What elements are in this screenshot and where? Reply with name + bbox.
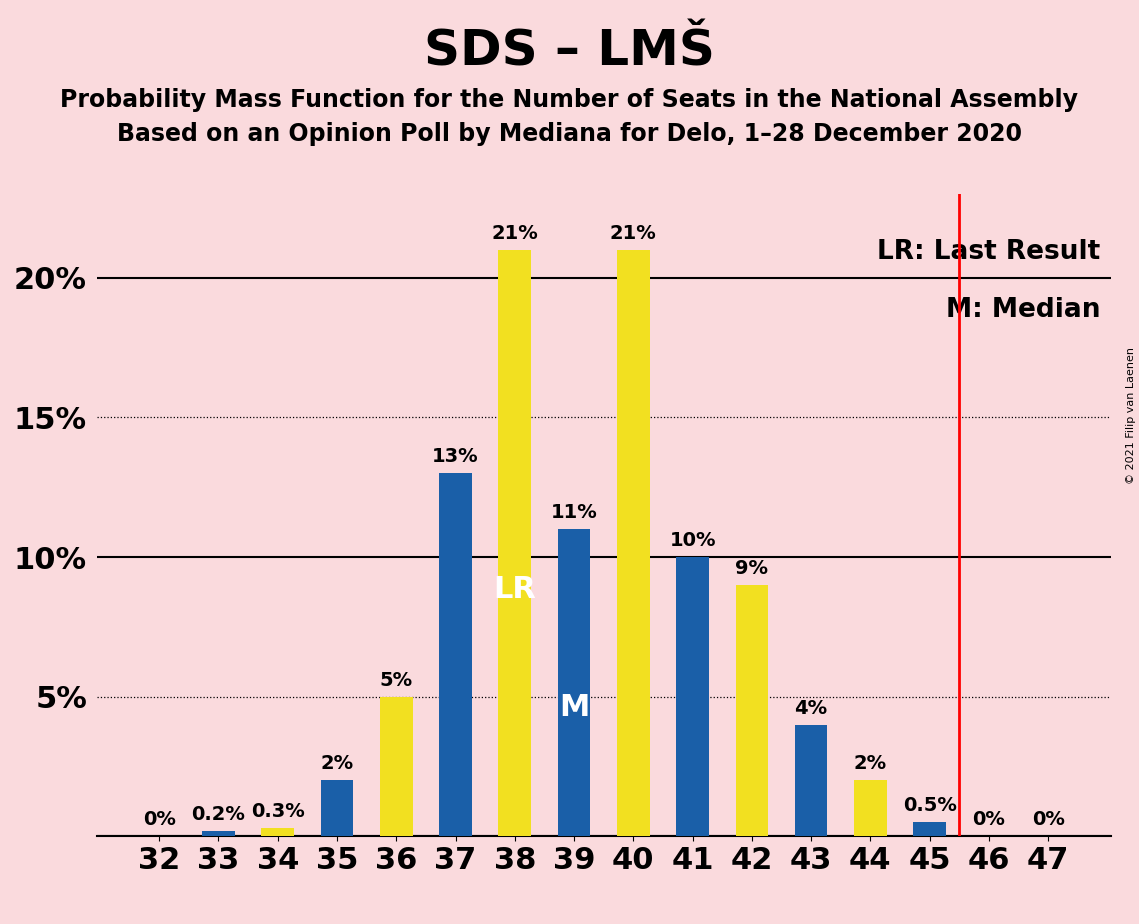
Bar	[440, 473, 472, 836]
Text: SDS – LMŠ: SDS – LMŠ	[424, 28, 715, 76]
Text: 13%: 13%	[432, 447, 478, 467]
Text: 2%: 2%	[320, 754, 353, 773]
Text: Probability Mass Function for the Number of Seats in the National Assembly: Probability Mass Function for the Number…	[60, 88, 1079, 112]
Text: M: Median: M: Median	[945, 297, 1100, 322]
Bar	[854, 781, 886, 836]
Bar	[558, 529, 590, 836]
Text: 2%: 2%	[854, 754, 887, 773]
Text: 0.3%: 0.3%	[251, 802, 304, 821]
Text: 21%: 21%	[609, 224, 657, 243]
Text: 10%: 10%	[670, 531, 715, 550]
Text: Based on an Opinion Poll by Mediana for Delo, 1–28 December 2020: Based on an Opinion Poll by Mediana for …	[117, 122, 1022, 146]
Bar	[677, 557, 708, 836]
Bar	[262, 828, 294, 836]
Text: 9%: 9%	[736, 559, 769, 578]
Text: M: M	[559, 693, 589, 722]
Bar	[795, 724, 827, 836]
Text: 0.5%: 0.5%	[903, 796, 957, 815]
Text: 11%: 11%	[550, 503, 598, 522]
Bar	[499, 249, 531, 836]
Text: LR: Last Result: LR: Last Result	[877, 239, 1100, 265]
Text: 5%: 5%	[379, 671, 412, 689]
Text: © 2021 Filip van Laenen: © 2021 Filip van Laenen	[1126, 347, 1136, 484]
Text: 0%: 0%	[973, 810, 1006, 829]
Bar	[380, 697, 412, 836]
Text: 0%: 0%	[142, 810, 175, 829]
Bar	[736, 585, 768, 836]
Text: 4%: 4%	[795, 699, 828, 718]
Text: 21%: 21%	[491, 224, 538, 243]
Text: 0.2%: 0.2%	[191, 805, 245, 823]
Bar	[617, 249, 649, 836]
Text: 0%: 0%	[1032, 810, 1065, 829]
Bar	[202, 831, 235, 836]
Bar	[321, 781, 353, 836]
Text: LR: LR	[493, 576, 536, 604]
Bar	[913, 822, 945, 836]
